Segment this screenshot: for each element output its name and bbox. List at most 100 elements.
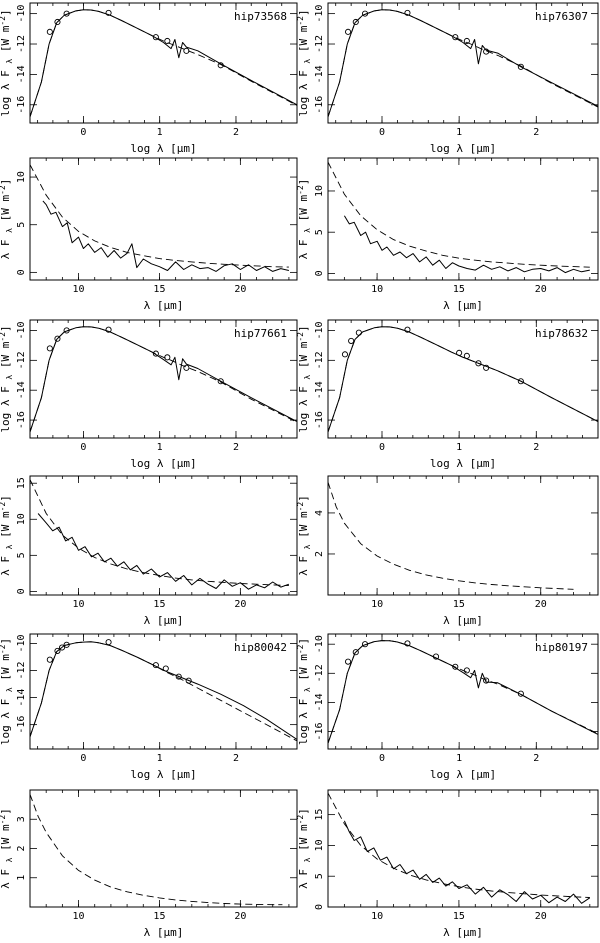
x-tick-label: 20	[234, 911, 246, 922]
photometry-point	[361, 10, 369, 17]
x-axis-label: λ [μm]	[443, 926, 483, 939]
ylabel-exponent: -2	[0, 185, 7, 195]
y-tick-label: 4	[314, 510, 325, 516]
photometry-point	[483, 48, 490, 55]
x-tick-label: 0	[379, 442, 385, 453]
x-tick-label: 2	[233, 442, 239, 453]
series-line-dashed	[30, 641, 297, 742]
series-line-dashed	[328, 326, 598, 433]
series-group	[30, 164, 290, 272]
ylabel-exponent: -2	[296, 185, 305, 195]
photometry-point	[404, 640, 411, 647]
ylabel-subscript: λ	[5, 228, 14, 233]
y-tick-label: 2	[314, 551, 325, 557]
photometry-point	[164, 37, 171, 45]
photometry-point	[404, 9, 411, 16]
plot-frame	[29, 633, 298, 750]
series-group	[328, 326, 598, 433]
y-axis-label: λ F λ [W m-2]	[296, 808, 312, 889]
photometry-point	[361, 641, 369, 648]
ylabel-exponent: -2	[0, 815, 7, 825]
x-axis-label: λ [μm]	[144, 299, 184, 312]
photometry-point	[63, 10, 70, 17]
photometry-point	[46, 345, 53, 352]
ylabel-close: ]	[297, 808, 310, 815]
ylabel-subscript: λ	[5, 544, 14, 549]
plot-frame	[327, 2, 599, 124]
ylabel-unit: [W m	[0, 654, 12, 687]
series-line-solid	[30, 641, 297, 740]
series-line-dashed	[30, 9, 297, 118]
ylabel-close: ]	[297, 9, 310, 16]
ylabel-subscript: λ	[303, 544, 312, 549]
y-tick-label: -16	[16, 716, 27, 734]
y-tick-label: 10	[16, 513, 27, 525]
plot-frame	[29, 319, 298, 439]
photometry-point	[352, 18, 359, 26]
x-tick-label: 10	[371, 284, 383, 295]
x-tick-label: 1	[456, 442, 462, 453]
photometry-point	[345, 658, 352, 665]
y-tick-label: -12	[314, 351, 325, 369]
y-axis-label: log λ F λ [W m-2]	[296, 638, 312, 745]
photometry-point	[54, 647, 61, 654]
x-axis-label: λ [μm]	[443, 299, 483, 312]
x-axis-label: log λ [μm]	[130, 142, 196, 155]
ylabel-unit: [W m	[0, 511, 12, 544]
x-axis-label: λ [μm]	[144, 614, 184, 627]
panel-3: 10 15 20 0 5 10 λ [μm] λ F λ [W m-2]	[0, 157, 298, 312]
y-tick-label: -16	[16, 96, 27, 114]
y-tick-label: -10	[16, 5, 27, 23]
x-tick-label: 0	[80, 127, 86, 138]
photometry-point	[63, 641, 70, 648]
x-tick-label: 0	[379, 753, 385, 764]
ylabel-subscript: λ	[303, 59, 312, 64]
photometry-point	[452, 663, 459, 670]
x-tick-label: 2	[533, 442, 539, 453]
panel-7: 10 15 20 0 5 10 15 λ [μm] λ F λ [W m-2]	[0, 475, 298, 627]
photometry-point	[46, 28, 53, 35]
y-axis-label: λ F λ [W m-2]	[0, 808, 14, 889]
y-tick-label: 0	[16, 269, 27, 275]
series-group	[328, 640, 598, 744]
plot-frame	[29, 2, 298, 124]
plot-frame	[29, 789, 298, 908]
series-group	[328, 792, 591, 904]
photometry-point	[58, 644, 66, 651]
series-group	[30, 794, 283, 906]
photometry-point	[404, 326, 411, 333]
plot-frame	[327, 633, 599, 750]
ylabel-close: ]	[0, 9, 12, 16]
series-group	[30, 326, 297, 433]
photometry-point	[348, 337, 355, 344]
series-group	[328, 482, 574, 590]
x-tick-label: 1	[456, 127, 462, 138]
x-tick-label: 2	[233, 753, 239, 764]
y-tick-label: -14	[314, 381, 325, 399]
ylabel-exponent: -2	[0, 16, 7, 26]
series-line-solid	[328, 326, 598, 433]
star-name: hip76307	[535, 10, 588, 23]
y-axis-label: λ F λ [W m-2]	[0, 495, 14, 576]
y-tick-label: 10	[314, 839, 325, 851]
y-tick-label: -10	[16, 321, 27, 339]
y-tick-label: -10	[314, 5, 325, 23]
x-tick-label: 2	[233, 127, 239, 138]
photometry-point	[483, 677, 490, 684]
x-tick-label: 15	[453, 599, 465, 610]
y-tick-label: -10	[16, 634, 27, 652]
ylabel-close: ]	[0, 325, 12, 332]
panel-12: 10 15 20 0 5 10 15 λ [μm] λ F λ [W m-2]	[296, 789, 599, 939]
series-group	[30, 479, 290, 590]
x-axis-label: λ [μm]	[443, 614, 483, 627]
series-group	[30, 639, 297, 742]
y-tick-label: 5	[16, 222, 27, 228]
x-tick-label: 20	[535, 284, 547, 295]
y-tick-label: 5	[314, 229, 325, 235]
y-tick-label: -16	[16, 411, 27, 429]
photometry-point	[456, 349, 463, 356]
ylabel-unit: [W m	[297, 654, 310, 687]
ylabel-exponent: -2	[0, 644, 7, 654]
y-axis-label: log λ F λ [W m-2]	[0, 9, 14, 116]
series-line-dashed	[328, 482, 574, 590]
